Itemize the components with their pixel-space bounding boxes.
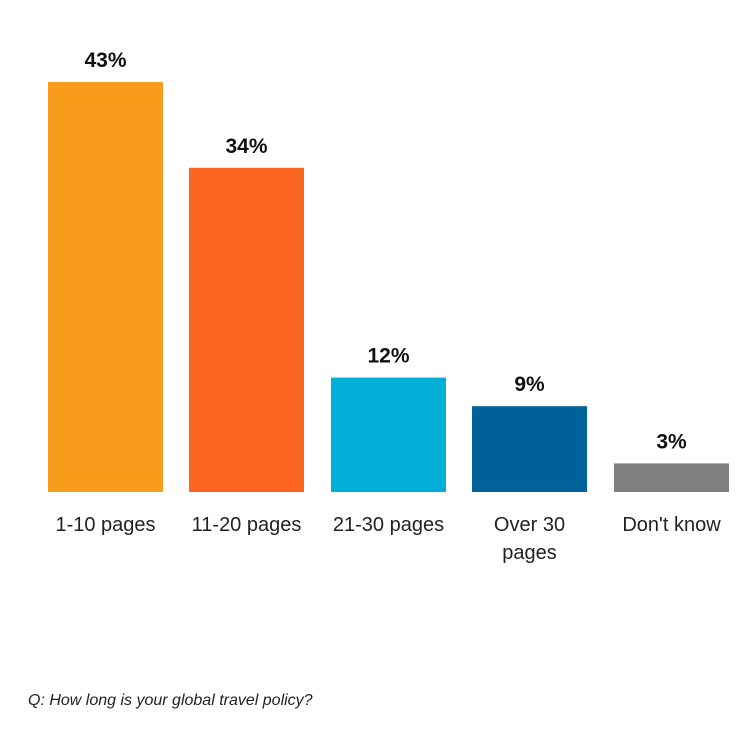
bar-value-label: 9% [514,373,545,396]
category-label: 21-30 pages [333,514,444,536]
bar-3 [331,377,446,492]
question-footnote: Q: How long is your global travel policy… [28,692,313,709]
category-label: Over 30 pages [494,514,565,564]
bar-2 [189,167,304,492]
category-label: 11-20 pages [192,514,302,536]
bar-1 [48,82,163,492]
category-label-line: Don't know [622,514,721,536]
bar-value-label: 34% [225,135,267,158]
bar-value-label: 43% [84,49,126,72]
bar-4 [472,406,587,492]
category-label: 1-10 pages [55,514,155,536]
category-label-line: 11-20 pages [192,514,302,536]
category-label-line: pages [502,542,557,564]
bar-5 [614,463,729,492]
category-label-line: 21-30 pages [333,514,444,536]
category-label-line: 1-10 pages [55,514,155,536]
category-label: Don't know [622,514,721,536]
bar-value-label: 3% [656,430,687,453]
bar-value-label: 12% [367,345,409,368]
category-label-line: Over 30 [494,514,565,536]
